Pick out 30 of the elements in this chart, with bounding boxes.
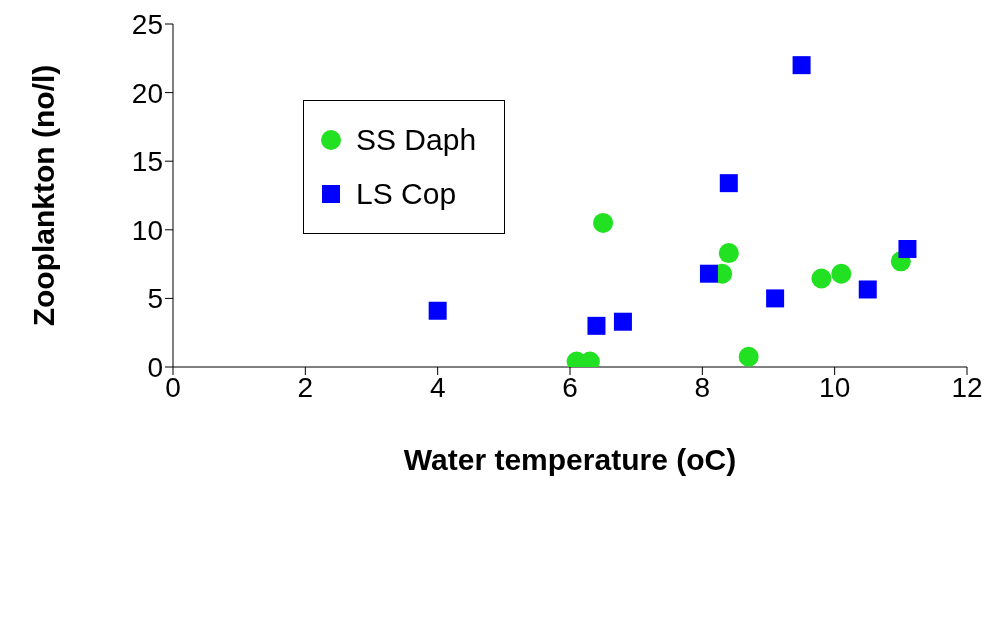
point bbox=[699, 264, 718, 283]
legend-label: SS Daph bbox=[356, 123, 477, 157]
y-tick-label: 10 bbox=[131, 214, 163, 246]
legend-label: LS Cop bbox=[356, 177, 457, 211]
y-tick-label: 15 bbox=[131, 146, 163, 178]
point bbox=[718, 243, 739, 264]
point bbox=[831, 263, 852, 284]
point bbox=[792, 56, 811, 75]
x-tick-label: 2 bbox=[297, 371, 314, 403]
x-tick-label: 8 bbox=[694, 371, 711, 403]
x-axis-title: Water temperature (oC) bbox=[403, 443, 737, 476]
point bbox=[898, 240, 917, 259]
point bbox=[858, 280, 877, 299]
x-tick-label: 12 bbox=[951, 371, 983, 403]
x-tick-label: 6 bbox=[562, 371, 578, 403]
y-tick-label: 20 bbox=[131, 77, 163, 109]
y-tick-label: 5 bbox=[147, 283, 163, 315]
point bbox=[766, 289, 785, 308]
x-tick-label: 4 bbox=[429, 371, 446, 403]
point bbox=[593, 212, 614, 233]
x-tick-label: 10 bbox=[819, 371, 851, 403]
y-tick-label: 25 bbox=[131, 8, 163, 40]
y-tick-label: 0 bbox=[147, 351, 163, 383]
point bbox=[613, 312, 632, 331]
point bbox=[719, 174, 738, 193]
y-axis-title: Zooplankton (no/l) bbox=[26, 64, 60, 327]
point bbox=[428, 301, 447, 320]
point bbox=[811, 268, 832, 289]
point bbox=[738, 346, 759, 367]
point bbox=[587, 316, 606, 335]
